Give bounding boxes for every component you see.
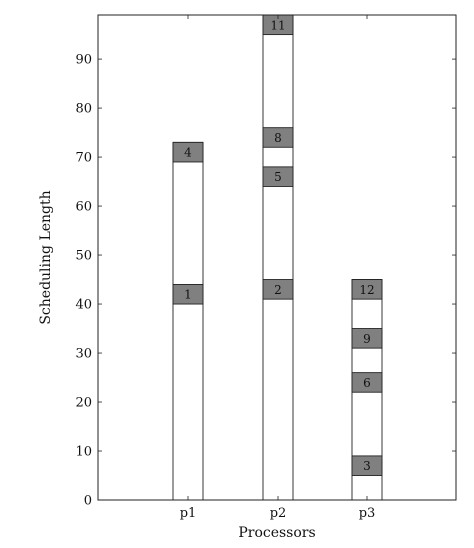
task-label-6: 6 bbox=[363, 376, 371, 390]
x-tick-label-p3: p3 bbox=[359, 506, 376, 521]
task-block-6 bbox=[351, 372, 383, 393]
y-tick-label-90: 90 bbox=[75, 53, 92, 68]
task-label-1: 1 bbox=[184, 288, 192, 302]
x-tick-label-p1: p1 bbox=[180, 506, 197, 521]
ticks-layer: p1 p2 p3 0 10 20 30 40 50 60 70 80 90 bbox=[75, 15, 456, 521]
y-tick-label-20: 20 bbox=[75, 396, 92, 411]
task-block-9 bbox=[351, 328, 383, 349]
plot-frame bbox=[97, 14, 457, 501]
task-block-1 bbox=[172, 283, 204, 305]
y-tick-label-10: 10 bbox=[75, 445, 92, 460]
y-axis-title: Scheduling Length bbox=[38, 190, 54, 324]
task-block-5 bbox=[262, 166, 294, 187]
y-tick-label-80: 80 bbox=[75, 102, 92, 117]
bars-layer: 1 4 2 5 8 11 3 6 9 12 bbox=[172, 14, 383, 501]
task-block-8 bbox=[262, 127, 294, 148]
task-label-2: 2 bbox=[274, 283, 282, 297]
processor-column-p1 bbox=[172, 141, 204, 501]
y-tick-label-50: 50 bbox=[75, 249, 92, 264]
y-tick-label-60: 60 bbox=[75, 200, 92, 215]
task-block-12 bbox=[351, 279, 383, 300]
task-block-2 bbox=[262, 279, 294, 300]
task-label-11: 11 bbox=[270, 18, 285, 32]
task-block-3 bbox=[351, 455, 383, 476]
y-tick-label-40: 40 bbox=[75, 298, 92, 313]
task-block-4 bbox=[172, 141, 204, 163]
x-axis-title: Processors bbox=[238, 525, 315, 541]
task-label-5: 5 bbox=[274, 170, 282, 184]
y-tick-label-0: 0 bbox=[84, 494, 92, 509]
task-label-12: 12 bbox=[359, 283, 374, 297]
task-label-9: 9 bbox=[363, 332, 371, 346]
processor-column-p2 bbox=[262, 14, 294, 501]
y-tick-label-70: 70 bbox=[75, 151, 92, 166]
task-label-3: 3 bbox=[363, 459, 371, 473]
task-label-8: 8 bbox=[274, 131, 282, 145]
task-label-4: 4 bbox=[184, 146, 192, 160]
x-tick-label-p2: p2 bbox=[270, 506, 287, 521]
y-tick-label-30: 30 bbox=[75, 347, 92, 362]
